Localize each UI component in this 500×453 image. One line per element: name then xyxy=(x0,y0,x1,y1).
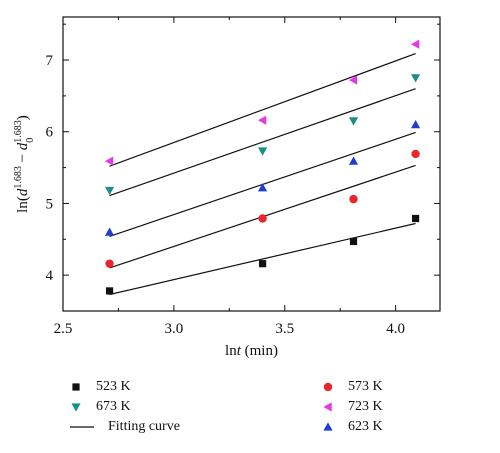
series-523-K xyxy=(105,214,420,295)
legend-label: Fitting curve xyxy=(108,419,180,434)
fit-line-673-K xyxy=(109,88,416,197)
data-point xyxy=(257,183,268,192)
y-axis-label: ln(d1.683 − d01.683) xyxy=(13,115,36,213)
data-point xyxy=(105,287,114,295)
data-point xyxy=(348,156,359,165)
y-tick-label: 4 xyxy=(46,268,54,284)
x-axis-label: lnt (min) xyxy=(225,343,278,359)
data-point xyxy=(349,237,358,246)
y-tick-label: 7 xyxy=(46,53,54,69)
legend-label: 723 K xyxy=(348,399,383,414)
legend-marker-icon xyxy=(323,382,333,392)
data-point xyxy=(104,156,114,166)
chart: 2.5 3.0 3.5 4.0 4 5 6 7 lnt (min) ln(d1.683 − d01… xyxy=(13,16,441,359)
y-tick-label: 5 xyxy=(46,196,54,212)
data-point xyxy=(258,214,267,223)
y-tick-label: 6 xyxy=(46,125,54,141)
x-tick-label: 3.0 xyxy=(165,321,184,337)
legend-label: 623 K xyxy=(348,419,383,434)
legend-label: 573 K xyxy=(348,379,383,394)
data-point xyxy=(349,194,358,204)
fit-line-523-K xyxy=(109,222,416,296)
legend-marker xyxy=(323,382,333,392)
legend-item-673-K: 673 K xyxy=(70,397,131,417)
legend-line-icon xyxy=(70,426,94,428)
series-573-K xyxy=(105,149,420,268)
data-point xyxy=(105,259,114,268)
legend-label: 673 K xyxy=(96,399,131,414)
legend-marker xyxy=(72,383,80,391)
data-point xyxy=(412,214,420,223)
series-723-K xyxy=(104,39,420,166)
legend-item-573-K: 573 K xyxy=(322,377,383,397)
fit-line-723-K xyxy=(109,53,416,167)
legend-item-fitting-curve: Fitting curve xyxy=(70,417,180,437)
data-point xyxy=(411,39,420,49)
data-point xyxy=(104,227,115,236)
data-point xyxy=(104,186,115,196)
legend-marker-icon xyxy=(323,402,332,412)
legend-item-523-K: 523 K xyxy=(70,377,131,397)
x-tick-label: 3.5 xyxy=(275,321,294,337)
legend-item-723-K: 723 K xyxy=(322,397,383,417)
legend-item-623-K: 623 K xyxy=(322,417,383,437)
series-623-K xyxy=(104,119,421,236)
legend-marker-icon xyxy=(323,422,333,431)
data-point xyxy=(348,75,358,85)
series-673-K xyxy=(104,74,421,196)
x-tick-label: 2.5 xyxy=(54,321,73,337)
legend-marker xyxy=(323,402,332,412)
data-point xyxy=(348,117,359,126)
legend-marker xyxy=(71,403,81,412)
data-point xyxy=(258,260,267,268)
plot-frame xyxy=(62,16,441,312)
legend-label: 523 K xyxy=(96,379,131,394)
legend-marker-icon xyxy=(71,403,81,412)
legend-marker xyxy=(323,422,333,431)
legend-marker-icon xyxy=(72,383,80,391)
x-tick-label: 4.0 xyxy=(386,321,405,337)
data-point xyxy=(411,149,420,159)
data-point xyxy=(257,115,267,125)
legend: 523 K 573 K 673 K 723 K Fitting curve 623 K xyxy=(0,362,500,453)
data-point xyxy=(411,119,421,129)
data-point xyxy=(411,74,421,83)
data-point xyxy=(257,147,268,156)
